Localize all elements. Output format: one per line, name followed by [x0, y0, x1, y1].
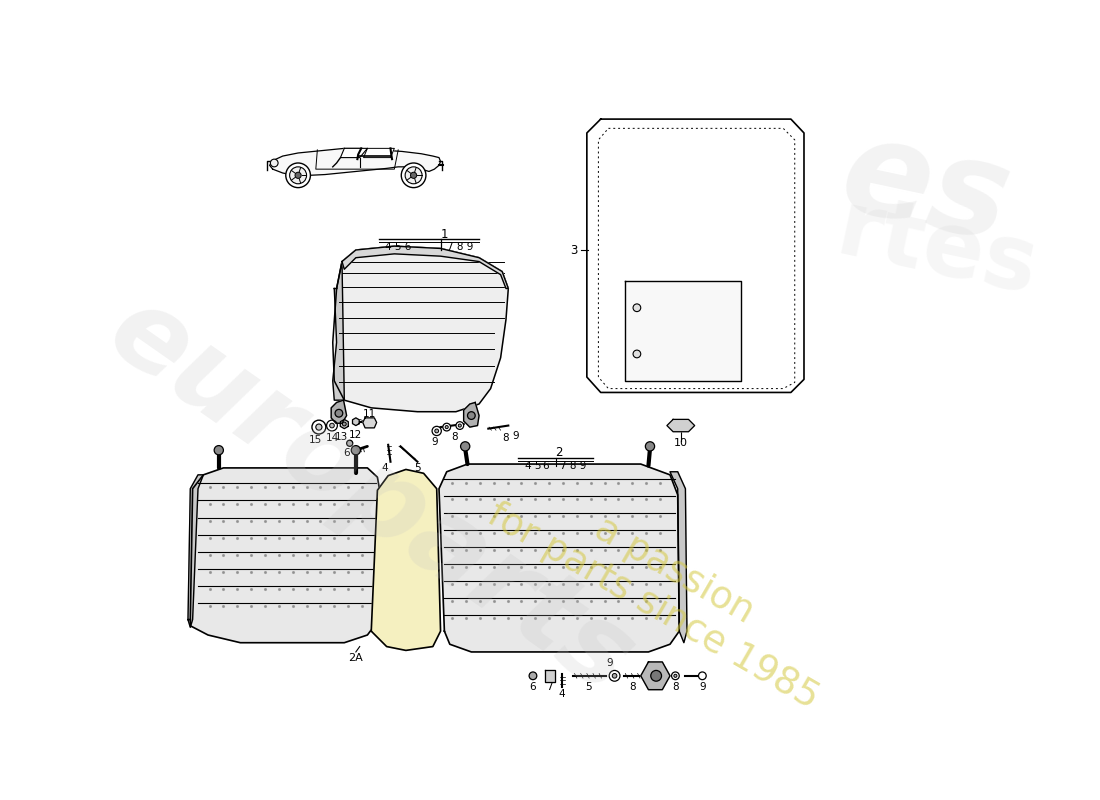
Polygon shape	[188, 475, 204, 627]
Circle shape	[214, 446, 223, 455]
Circle shape	[295, 172, 301, 178]
Text: 10: 10	[674, 438, 688, 447]
Polygon shape	[546, 670, 554, 682]
Polygon shape	[342, 246, 508, 289]
Circle shape	[651, 670, 661, 682]
Text: 6: 6	[529, 682, 537, 691]
Text: 9: 9	[606, 658, 614, 669]
Text: es: es	[830, 109, 1021, 268]
Circle shape	[674, 674, 676, 678]
Circle shape	[289, 167, 307, 184]
Polygon shape	[190, 468, 381, 642]
Polygon shape	[352, 418, 360, 426]
Polygon shape	[667, 419, 695, 432]
Text: 8: 8	[502, 433, 508, 443]
Text: 8: 8	[451, 432, 458, 442]
Circle shape	[609, 670, 620, 682]
Circle shape	[351, 446, 361, 455]
Circle shape	[468, 412, 475, 419]
Text: 2: 2	[556, 446, 563, 459]
Circle shape	[613, 674, 617, 678]
Polygon shape	[372, 470, 440, 650]
Text: 4: 4	[382, 463, 388, 473]
Text: 9: 9	[431, 437, 438, 446]
Polygon shape	[340, 419, 349, 429]
Circle shape	[286, 163, 310, 188]
Circle shape	[634, 304, 641, 312]
Circle shape	[459, 424, 461, 427]
Text: rtes: rtes	[829, 186, 1045, 314]
Polygon shape	[640, 662, 670, 690]
Text: 9: 9	[698, 682, 706, 691]
Text: europarts: europarts	[89, 277, 653, 716]
Text: 7: 7	[351, 454, 358, 465]
Text: 6: 6	[542, 461, 549, 470]
Circle shape	[443, 423, 451, 431]
Text: 7: 7	[547, 682, 553, 691]
Text: 11: 11	[363, 409, 376, 419]
Circle shape	[446, 426, 449, 429]
Text: 7 8 9: 7 8 9	[447, 242, 473, 252]
Text: 9: 9	[513, 431, 519, 442]
Polygon shape	[270, 148, 440, 175]
Text: 3: 3	[570, 243, 578, 257]
Circle shape	[342, 422, 346, 426]
Circle shape	[698, 672, 706, 680]
Text: 8: 8	[672, 682, 679, 691]
Text: 12: 12	[349, 430, 363, 440]
Circle shape	[312, 420, 326, 434]
Polygon shape	[625, 281, 741, 381]
Text: 8: 8	[629, 682, 637, 691]
Circle shape	[336, 410, 343, 417]
Polygon shape	[332, 246, 508, 412]
Text: 4: 4	[559, 690, 565, 699]
Polygon shape	[670, 472, 686, 642]
Text: 14: 14	[326, 433, 339, 443]
Text: 4 5: 4 5	[525, 461, 541, 470]
Circle shape	[405, 167, 422, 184]
Polygon shape	[331, 400, 346, 423]
Polygon shape	[332, 262, 344, 400]
Polygon shape	[341, 148, 367, 158]
Circle shape	[529, 672, 537, 680]
Polygon shape	[439, 464, 680, 652]
Polygon shape	[363, 418, 376, 428]
Circle shape	[432, 426, 441, 435]
Text: a passion
for parts since 1985: a passion for parts since 1985	[482, 461, 846, 717]
Polygon shape	[464, 402, 480, 427]
Circle shape	[461, 442, 470, 451]
Text: 1: 1	[441, 228, 448, 241]
Polygon shape	[587, 119, 804, 393]
Circle shape	[410, 172, 417, 178]
Text: 7 8 9: 7 8 9	[560, 461, 586, 470]
Text: 6: 6	[343, 447, 350, 458]
Circle shape	[634, 350, 641, 358]
Circle shape	[434, 429, 439, 433]
Text: 5: 5	[414, 463, 421, 473]
Polygon shape	[363, 148, 395, 158]
Text: 2A: 2A	[349, 653, 363, 663]
Text: 13: 13	[334, 432, 348, 442]
Circle shape	[402, 163, 426, 188]
Circle shape	[316, 424, 322, 430]
Circle shape	[330, 423, 334, 428]
Circle shape	[671, 672, 680, 680]
Circle shape	[455, 422, 464, 430]
Circle shape	[271, 159, 278, 167]
Text: 5: 5	[585, 682, 592, 691]
Circle shape	[346, 440, 353, 446]
Circle shape	[327, 420, 338, 431]
Text: 15: 15	[309, 435, 322, 445]
Text: 4 5 6: 4 5 6	[385, 242, 411, 252]
Circle shape	[646, 442, 654, 451]
